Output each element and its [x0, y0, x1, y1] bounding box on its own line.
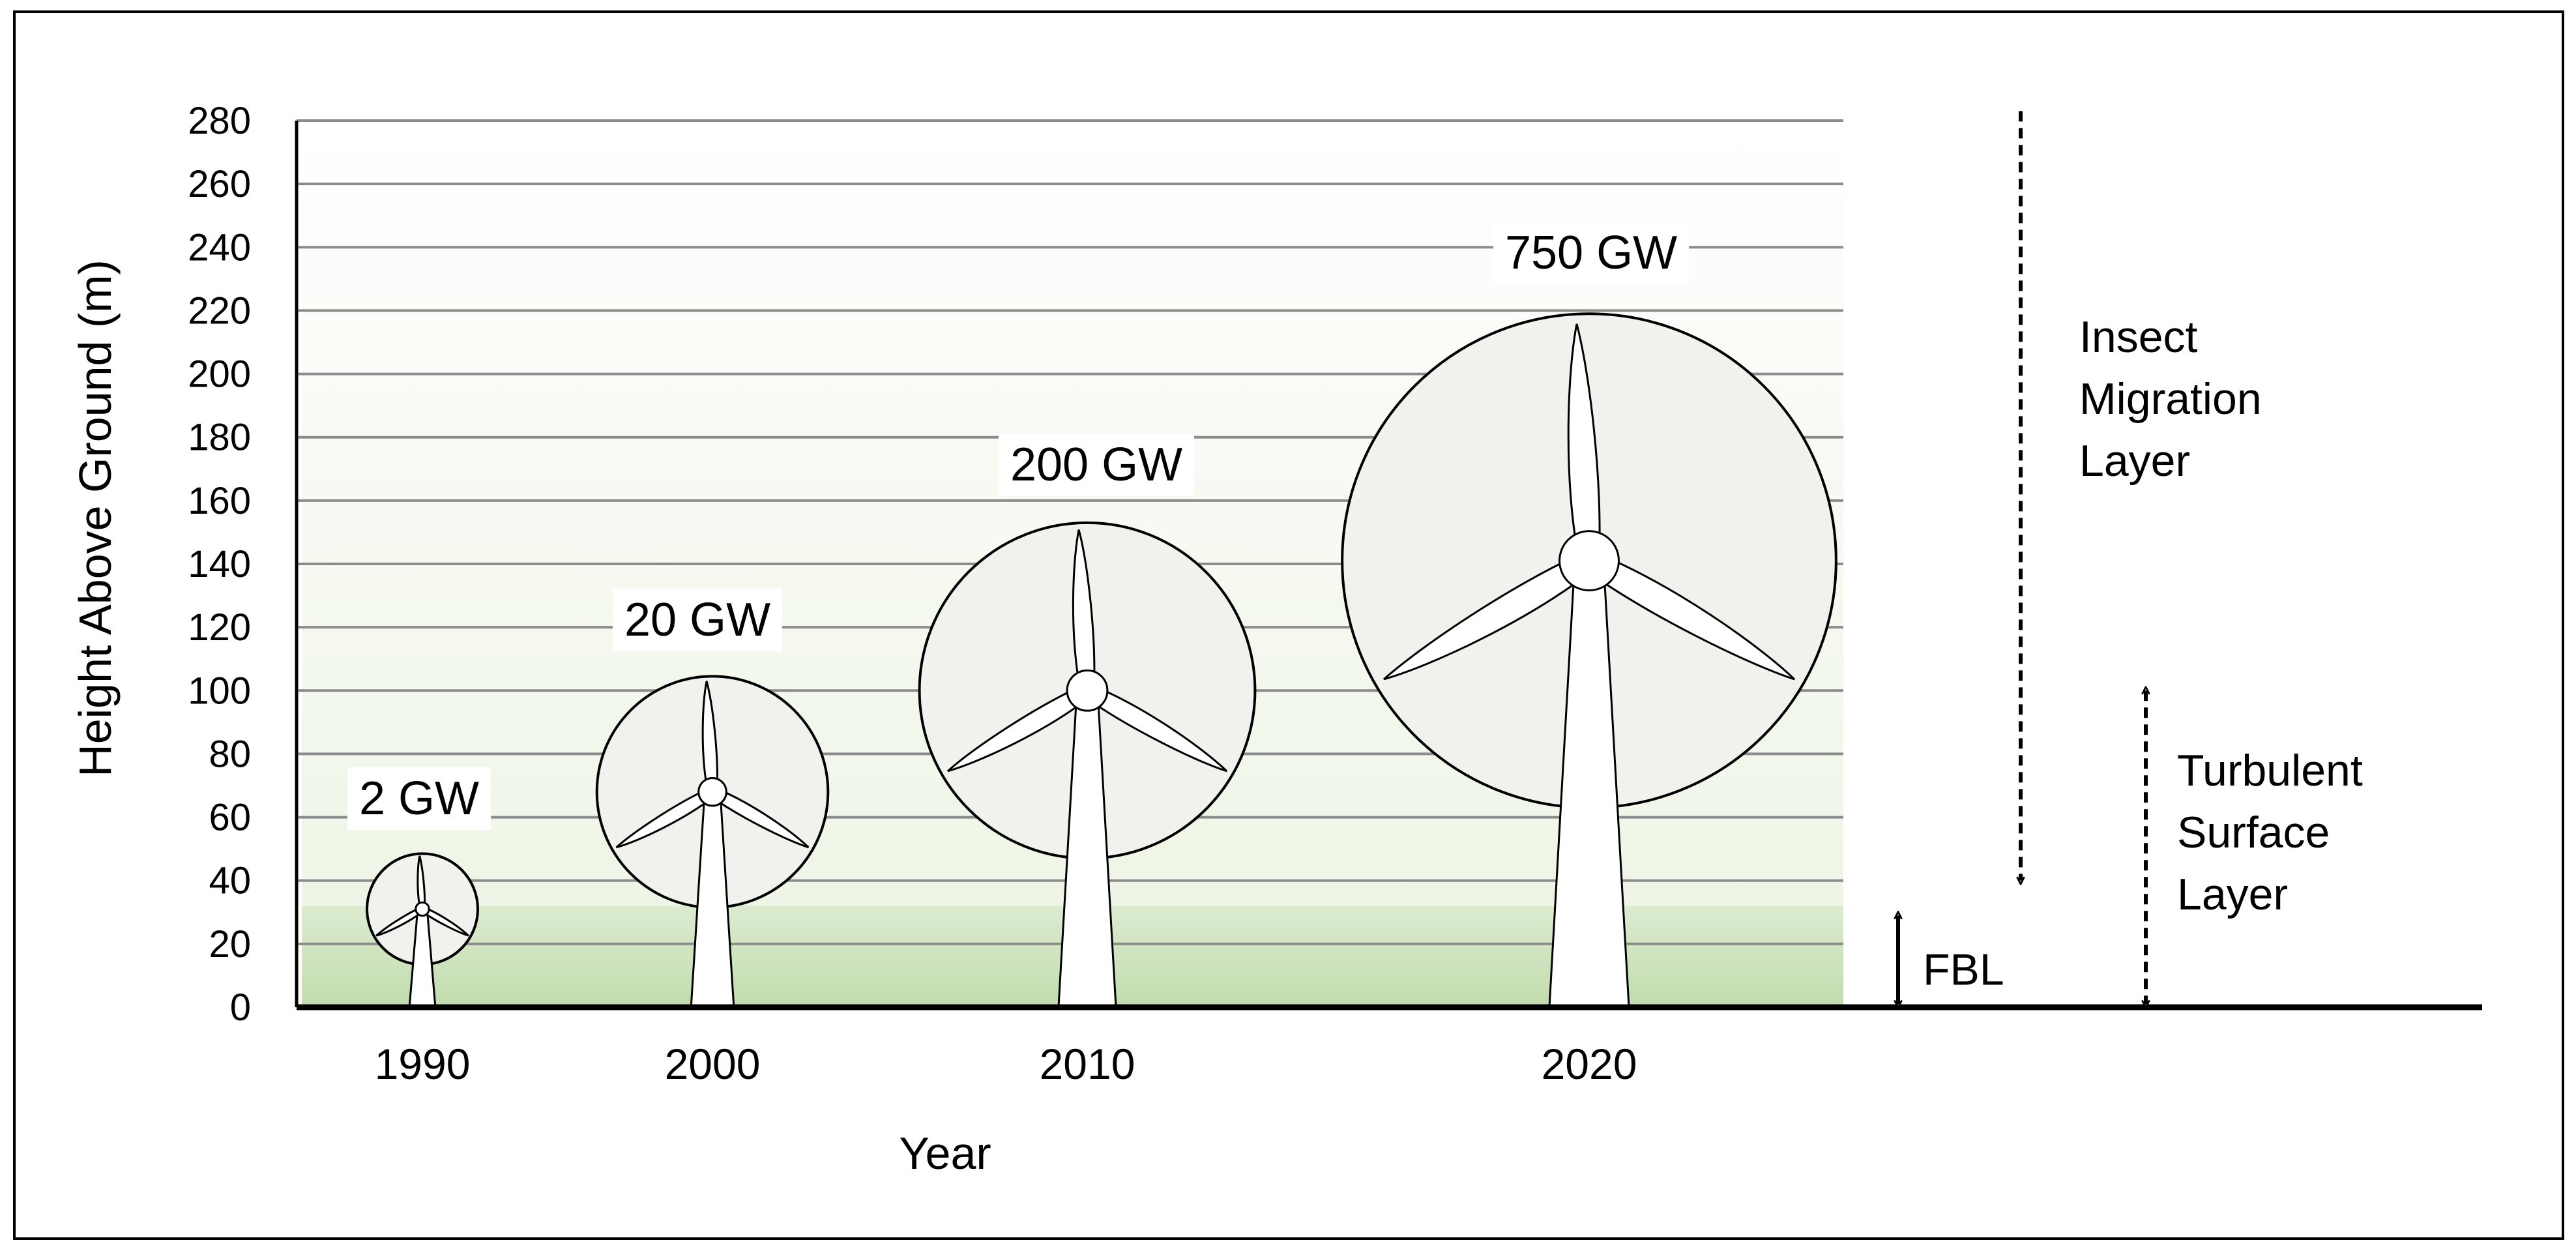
layer-label-turbulent-surface-layer: Turbulent Surface Layer [2177, 746, 2363, 919]
blade [946, 683, 1092, 773]
blade-shape [420, 906, 469, 937]
blade [1583, 551, 1796, 681]
y-tick-label: 60 [209, 797, 251, 839]
layer-label-line: Layer [2177, 870, 2288, 919]
blade [701, 681, 718, 793]
y-tick-label: 240 [188, 226, 251, 269]
layer-label-line: Layer [2079, 436, 2190, 486]
x-tick-label: 2000 [665, 1040, 761, 1088]
blade [709, 786, 810, 849]
layer-label-line: Surface [2177, 808, 2330, 857]
x-tick-label: 2020 [1542, 1040, 1637, 1088]
blade [1072, 529, 1096, 692]
blade [417, 855, 426, 911]
capacity-label: 20 GW [624, 594, 770, 646]
y-tick-label: 140 [188, 543, 251, 585]
blade-shape [1383, 551, 1596, 681]
y-tick-label: 220 [188, 289, 251, 332]
y-tick-label: 180 [188, 417, 251, 459]
blade [375, 906, 425, 937]
y-tick-label: 0 [230, 986, 251, 1029]
y-axis-title: Height Above Ground (m) [70, 259, 121, 777]
capacity-label-background [998, 434, 1195, 496]
layer-label-insect-migration-layer: Insect Migration Layer [2079, 312, 2262, 486]
layer-label-line: Migration [2079, 374, 2262, 424]
blade-shape [709, 786, 810, 849]
capacity-label: 2 GW [359, 773, 479, 825]
capacity-label: 750 GW [1505, 227, 1677, 279]
blade-shape [1567, 323, 1601, 563]
capacity-label-background [1493, 222, 1690, 284]
y-tick-label: 200 [188, 353, 251, 396]
blade [1082, 683, 1228, 773]
layer-label-line: Turbulent [2177, 746, 2363, 795]
y-tick-label: 260 [188, 163, 251, 205]
turbine-2000: 20 GW [595, 589, 830, 1009]
blade-shape [1583, 551, 1796, 681]
y-tick-label: 80 [209, 733, 251, 775]
blade-shape [375, 906, 425, 937]
y-tick-label: 160 [188, 480, 251, 522]
hub [1066, 669, 1109, 712]
blade-shape [1082, 683, 1228, 773]
turbines: 2 GW 20 GW 200 GW 750 GW [347, 222, 1837, 1009]
blade [420, 906, 469, 937]
blade-shape [615, 786, 716, 849]
blade [615, 786, 716, 849]
hub [415, 901, 430, 917]
turbine-2010: 200 GW [918, 434, 1257, 1009]
hub [697, 776, 727, 807]
blade [1383, 551, 1596, 681]
y-tick-label: 20 [209, 923, 251, 966]
y-tick-label: 40 [209, 860, 251, 902]
x-tick-label: 1990 [375, 1040, 471, 1088]
blade-shape [701, 681, 718, 793]
y-tick-label: 100 [188, 670, 251, 712]
y-tick-label: 120 [188, 606, 251, 649]
layer-label-line: Insect [2079, 312, 2198, 362]
x-tick-label: 2010 [1040, 1040, 1135, 1088]
blade-shape [417, 855, 426, 911]
capacity-label: 200 GW [1010, 439, 1182, 491]
capacity-label-background [347, 767, 491, 830]
turbine-2020: 750 GW [1341, 222, 1837, 1009]
blade [1567, 323, 1601, 563]
y-tick-label: 280 [188, 100, 251, 142]
capacity-label-background [612, 589, 783, 651]
blade-shape [1072, 529, 1096, 692]
turbine-1990: 2 GW [347, 767, 491, 1009]
figure-frame [13, 10, 2564, 1240]
x-axis-title: Year [899, 1128, 991, 1179]
blade-shape [946, 683, 1092, 773]
hub [1559, 530, 1620, 592]
layer-label-fbl: FBL [1923, 945, 2004, 995]
